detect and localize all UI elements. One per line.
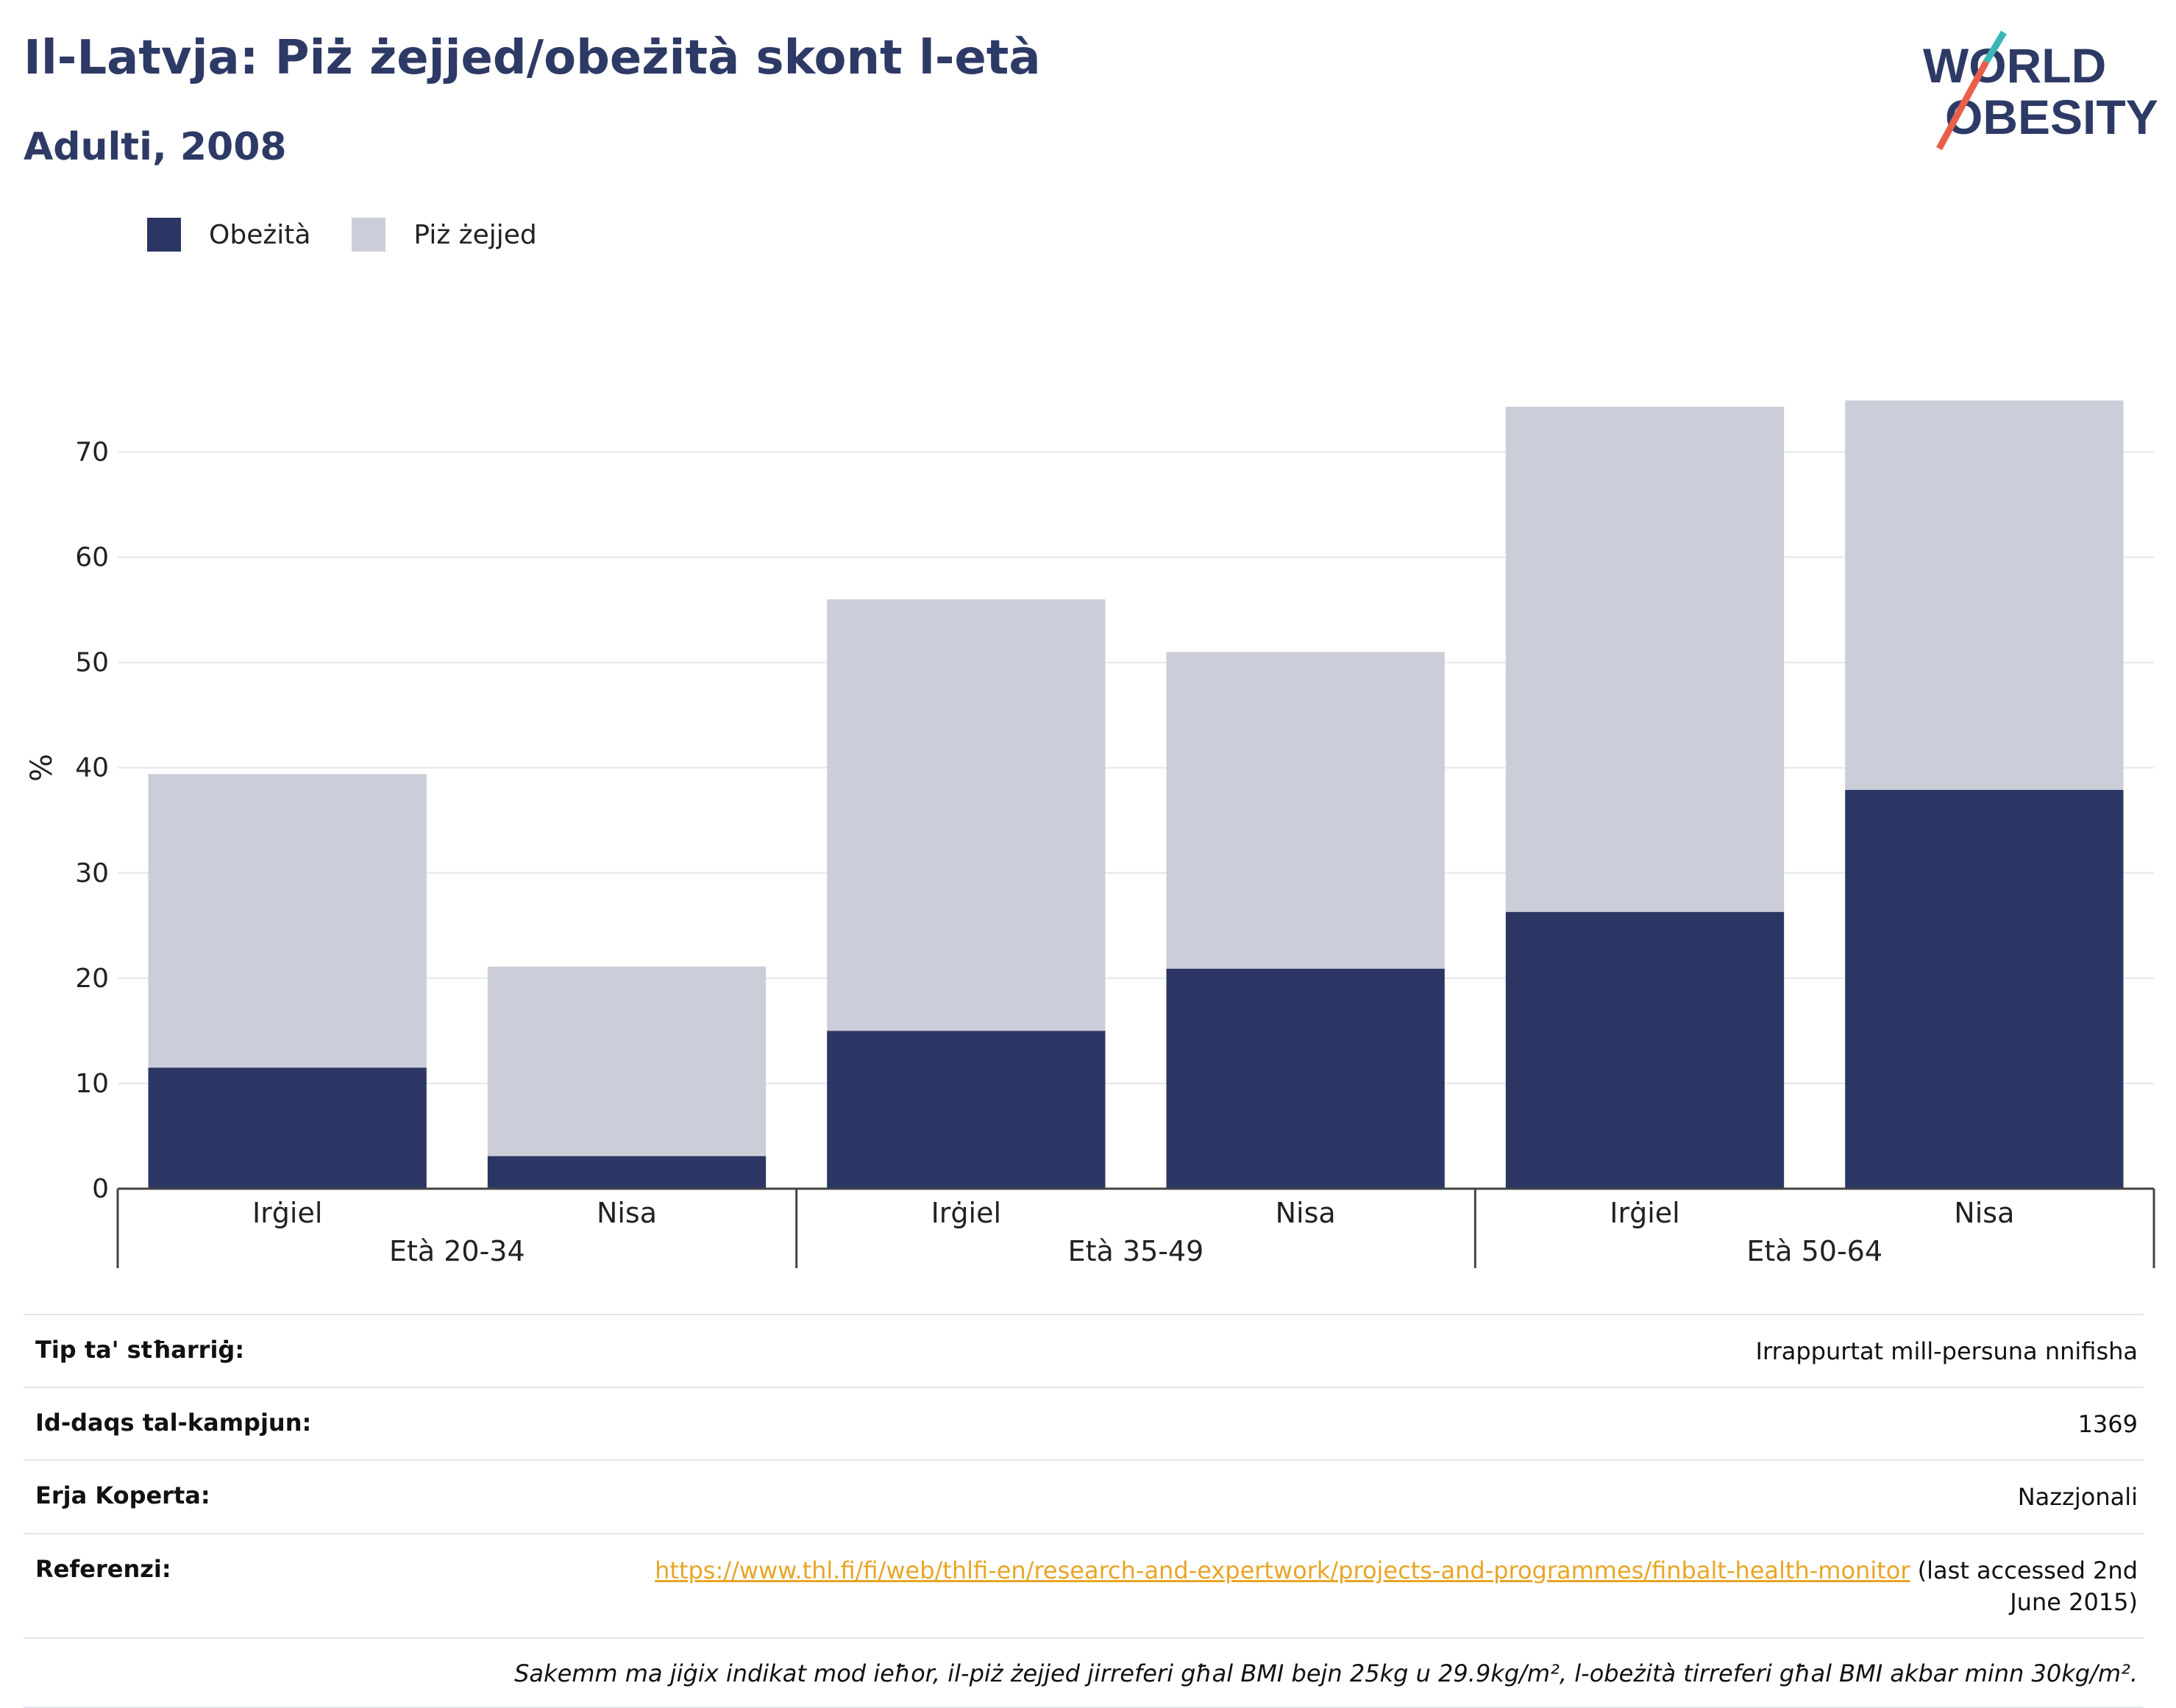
meta-key: Referenzi: [35, 1554, 171, 1583]
logo-line1: WORLD [1923, 38, 2106, 93]
bar-overweight [1845, 400, 2124, 790]
y-tick-label: 30 [75, 858, 109, 889]
legend-swatch-overweight [352, 218, 386, 252]
legend-swatch-obesity [147, 218, 181, 252]
meta-value: 1369 [2077, 1410, 2138, 1439]
legend-label-overweight: Piż żejjed [413, 219, 537, 250]
meta-row-sample-size: Id-daqs tal-kampjun: 1369 [24, 1387, 2144, 1459]
legend-item-obesity[interactable]: Obeżità [147, 218, 310, 252]
meta-value: Irrappurtat mill-persuna nnifisha [1755, 1337, 2138, 1365]
meta-value: https://www.thl.fi/fi/web/thlfi-en/resea… [630, 1555, 2138, 1618]
logo-slash-teal [1983, 30, 2007, 64]
group-label: Età 35-49 [1068, 1235, 1204, 1267]
meta-row-reference: Referenzi: https://www.thl.fi/fi/web/thl… [24, 1532, 2144, 1637]
logo-line2: OBESITY [1945, 90, 2158, 144]
chart-subtitle: Adulti, 2008 [24, 125, 287, 169]
meta-key: Erja Koperta: [35, 1481, 210, 1510]
bar-obesity [1505, 911, 1785, 1189]
metadata-table: Tip ta' stħarriġ: Irrappurtat mill-persu… [24, 1314, 2144, 1708]
meta-row-area: Erja Koperta: Nazzjonali [24, 1459, 2144, 1532]
world-obesity-logo: WORLD OBESITY [1923, 30, 2158, 151]
y-tick-label: 40 [75, 753, 109, 783]
group-label: Età 50-64 [1746, 1235, 1882, 1267]
y-tick-label: 60 [75, 543, 109, 573]
bar-obesity [1166, 968, 1445, 1189]
x-tick-label: Irġiel [931, 1197, 1001, 1229]
bar-obesity [148, 1067, 427, 1189]
legend-item-overweight[interactable]: Piż żejjed [352, 218, 537, 252]
x-tick-label: Irġiel [1610, 1197, 1679, 1229]
y-tick-label: 10 [75, 1069, 109, 1099]
meta-row-survey-type: Tip ta' stħarriġ: Irrappurtat mill-persu… [24, 1314, 2144, 1387]
x-tick-label: Irġiel [252, 1197, 322, 1229]
y-tick-label: 70 [75, 437, 109, 467]
reference-link[interactable]: https://www.thl.fi/fi/web/thlfi-en/resea… [655, 1556, 1910, 1584]
definition-note: Sakemm ma jiġix indikat mod ieħor, il-pi… [24, 1637, 2144, 1708]
stacked-bar-chart: 0 10 20 30 40 50 60 70% Irġiel Nisa Irġiel Nisa Irġi… [25, 400, 2155, 1268]
legend-label-obesity: Obeżità [209, 219, 311, 250]
reference-suffix: (last accessed 2nd June 2015) [1910, 1556, 2138, 1616]
x-tick-label: Nisa [1276, 1197, 1336, 1229]
y-tick-label: 0 [92, 1174, 109, 1204]
bar-obesity [827, 1031, 1106, 1189]
bar-overweight [1166, 652, 1445, 969]
bar-overweight [827, 599, 1106, 1031]
meta-key: Tip ta' stħarriġ: [35, 1336, 245, 1364]
bar-obesity [1845, 789, 2124, 1189]
bar-overweight [148, 774, 427, 1068]
x-tick-label: Nisa [597, 1197, 657, 1229]
meta-key: Id-daqs tal-kampjun: [35, 1409, 312, 1437]
y-axis-label: % [25, 754, 59, 782]
y-tick-label: 50 [75, 648, 109, 678]
x-tick-label: Nisa [1954, 1197, 2014, 1229]
bar-overweight [1505, 406, 1785, 912]
group-label: Età 20-34 [389, 1235, 525, 1267]
y-tick-label: 20 [75, 964, 109, 994]
bar-obesity [487, 1156, 767, 1189]
chart-title: Il-Latvja: Piż żejjed/obeżità skont l-et… [24, 31, 1041, 85]
logo-slash-red [1936, 60, 1989, 151]
meta-value: Nazzjonali [2017, 1483, 2138, 1512]
bar-overweight [487, 967, 767, 1156]
chart-legend: Obeżità Piż żejjed [147, 218, 578, 252]
